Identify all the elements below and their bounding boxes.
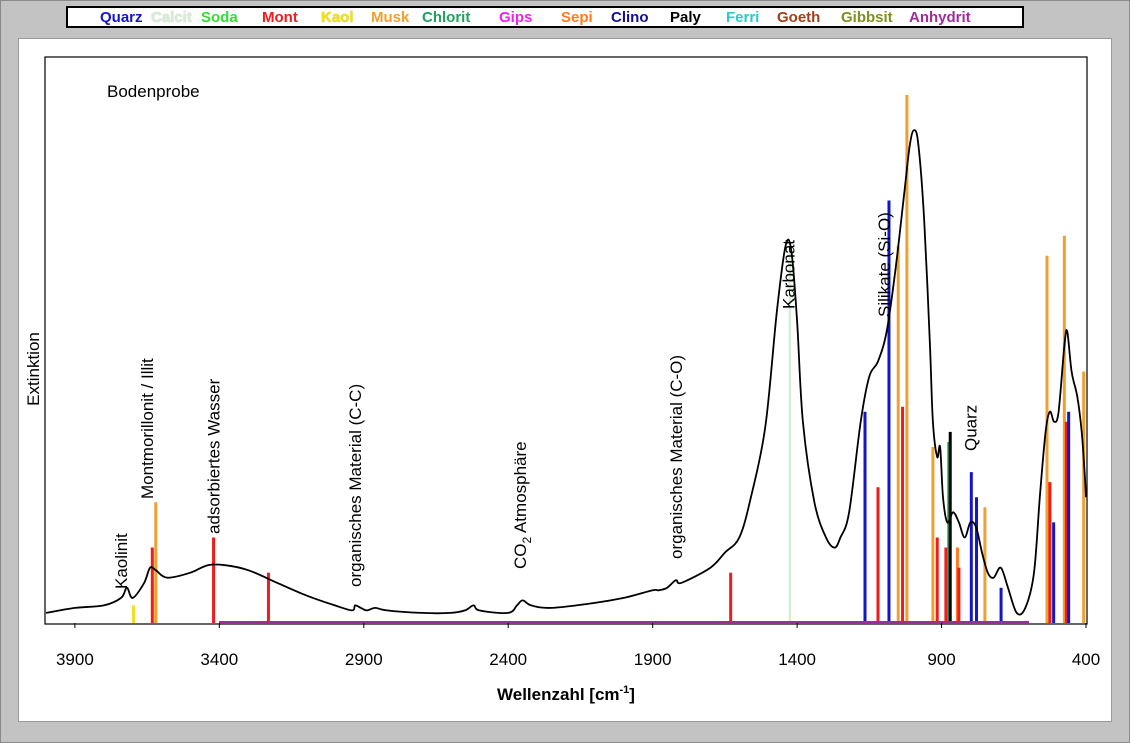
- x-axis-label: Wellenzahl [cm-1]: [497, 684, 635, 704]
- legend-item-goeth: Goeth: [777, 9, 821, 26]
- x-tick-label: 1400: [778, 650, 816, 669]
- annotation-label: Montmorillonit / Illit: [138, 358, 157, 499]
- band-annotations: Kaolinit Montmorillonit / Illit adsorbiert…: [112, 212, 980, 589]
- annotation-label: CO2 Atmosphäre: [511, 441, 534, 569]
- legend-item-gips: Gips: [499, 9, 533, 26]
- legend-item-chlorit: Chlorit: [422, 9, 471, 26]
- x-tick-label: 2900: [345, 650, 383, 669]
- plot-area: [44, 56, 1088, 625]
- annotation-label: organisches Material (C-O): [667, 355, 686, 559]
- legend-item-quarz: Quarz: [100, 9, 143, 26]
- x-tick-label: 1900: [634, 650, 672, 669]
- legend-item-mont: Mont: [262, 9, 298, 26]
- legend-item-soda: Soda: [201, 9, 238, 26]
- spectrum-curve: [45, 129, 1087, 616]
- x-tick-label: 3400: [200, 650, 238, 669]
- legend-item-clino: Clino: [611, 9, 649, 26]
- legend-item-sepi: Sepi: [561, 9, 593, 26]
- annotation-label: Karbonat: [779, 240, 798, 309]
- x-tick-label: 400: [1072, 650, 1100, 669]
- legend-item-gibbsit: Gibbsit: [841, 9, 893, 26]
- y-axis-label: Extinktion: [24, 332, 43, 406]
- legend-item-anhydrit: Anhydrit: [909, 9, 971, 26]
- spectrum-chart: 3900 3400 2900 2400 1900 1400 900 400 Kaolinit M…: [24, 56, 1100, 704]
- annotation-label: Quarz: [961, 405, 980, 451]
- legend: Quarz Calcit Soda Mont Kaol Musk Chlorit Gips Se…: [66, 6, 1024, 28]
- x-tick-label: 2400: [489, 650, 527, 669]
- legend-item-kaol: Kaol: [321, 9, 354, 26]
- reference-lines: [132, 94, 1086, 623]
- legend-item-calcit: Calcit: [151, 9, 192, 26]
- legend-item-musk: Musk: [371, 9, 410, 26]
- x-tick-label: 3900: [56, 650, 94, 669]
- x-axis-ticks: 3900 3400 2900 2400 1900 1400 900 400: [56, 623, 1100, 669]
- x-tick-label: 900: [927, 650, 955, 669]
- annotation-label: organisches Material (C-C): [346, 384, 365, 587]
- legend-item-paly: Paly: [670, 9, 701, 26]
- annotation-label: Silikate (Si-O): [875, 212, 894, 317]
- annotation-label: adsorbiertes Wasser: [205, 378, 224, 534]
- chart-panel: 3900 3400 2900 2400 1900 1400 900 400 Kaolinit M…: [18, 38, 1112, 722]
- annotation-label: Kaolinit: [112, 533, 131, 589]
- sample-label: Bodenprobe: [107, 82, 200, 101]
- legend-item-ferri: Ferri: [726, 9, 760, 26]
